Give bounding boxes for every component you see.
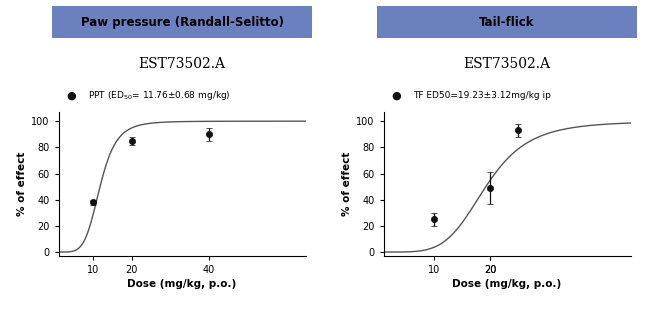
- Text: EST73502.A: EST73502.A: [463, 57, 551, 71]
- Text: TF ED50=19.23±3.12mg/kg ip: TF ED50=19.23±3.12mg/kg ip: [413, 92, 551, 100]
- Text: Tail-flick: Tail-flick: [479, 16, 535, 29]
- Text: PPT (ED$_{50}$= 11.76±0.68 mg/kg): PPT (ED$_{50}$= 11.76±0.68 mg/kg): [88, 90, 231, 102]
- Y-axis label: % of effect: % of effect: [342, 152, 352, 216]
- X-axis label: Dose (mg/kg, p.o.): Dose (mg/kg, p.o.): [127, 279, 237, 289]
- X-axis label: Dose (mg/kg, p.o.): Dose (mg/kg, p.o.): [452, 279, 562, 289]
- Text: Paw pressure (Randall-Selitto): Paw pressure (Randall-Selitto): [81, 16, 283, 29]
- Text: ●: ●: [66, 91, 77, 101]
- Text: ●: ●: [391, 91, 402, 101]
- Text: EST73502.A: EST73502.A: [138, 57, 226, 71]
- Y-axis label: % of effect: % of effect: [17, 152, 27, 216]
